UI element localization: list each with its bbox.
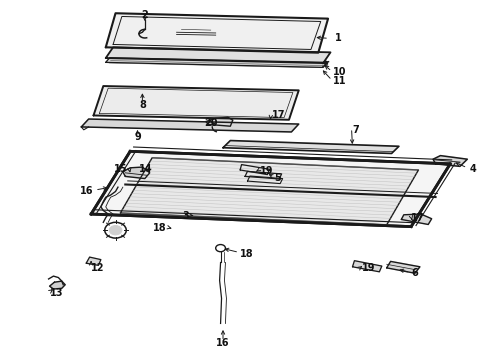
Polygon shape <box>86 257 101 265</box>
Text: 8: 8 <box>139 100 146 110</box>
Text: 12: 12 <box>91 263 104 273</box>
Polygon shape <box>121 158 418 225</box>
Text: 6: 6 <box>411 268 418 278</box>
Polygon shape <box>387 261 420 273</box>
Polygon shape <box>94 86 299 120</box>
Polygon shape <box>240 165 270 175</box>
Polygon shape <box>352 261 382 272</box>
Text: 20: 20 <box>204 118 218 128</box>
Polygon shape <box>106 13 328 53</box>
Polygon shape <box>245 171 282 179</box>
Polygon shape <box>91 151 450 226</box>
Polygon shape <box>206 117 233 126</box>
Text: 13: 13 <box>49 288 63 298</box>
Polygon shape <box>433 156 467 166</box>
Text: 17: 17 <box>411 213 425 222</box>
Text: 2: 2 <box>142 10 148 20</box>
Polygon shape <box>123 167 150 179</box>
Polygon shape <box>81 119 299 132</box>
Text: 18: 18 <box>153 224 167 233</box>
Text: 7: 7 <box>352 125 359 135</box>
Polygon shape <box>49 281 65 289</box>
Text: 14: 14 <box>139 164 152 174</box>
Polygon shape <box>401 214 432 225</box>
Text: 9: 9 <box>134 132 141 142</box>
Polygon shape <box>247 176 283 184</box>
Polygon shape <box>223 140 399 153</box>
Text: 1: 1 <box>335 33 342 43</box>
Text: 18: 18 <box>240 248 254 258</box>
Text: 5: 5 <box>274 173 281 183</box>
Text: 16: 16 <box>216 338 230 348</box>
Text: 10: 10 <box>333 67 346 77</box>
Text: 17: 17 <box>272 111 285 121</box>
Text: 15: 15 <box>114 164 128 174</box>
Polygon shape <box>106 47 331 63</box>
Text: 19: 19 <box>362 263 376 273</box>
Text: 16: 16 <box>80 186 94 196</box>
Circle shape <box>109 226 122 235</box>
Circle shape <box>324 61 328 64</box>
Text: 3: 3 <box>182 211 189 221</box>
Text: 11: 11 <box>333 76 346 86</box>
Polygon shape <box>106 58 327 67</box>
Text: 4: 4 <box>470 164 476 174</box>
Text: 19: 19 <box>260 166 273 176</box>
